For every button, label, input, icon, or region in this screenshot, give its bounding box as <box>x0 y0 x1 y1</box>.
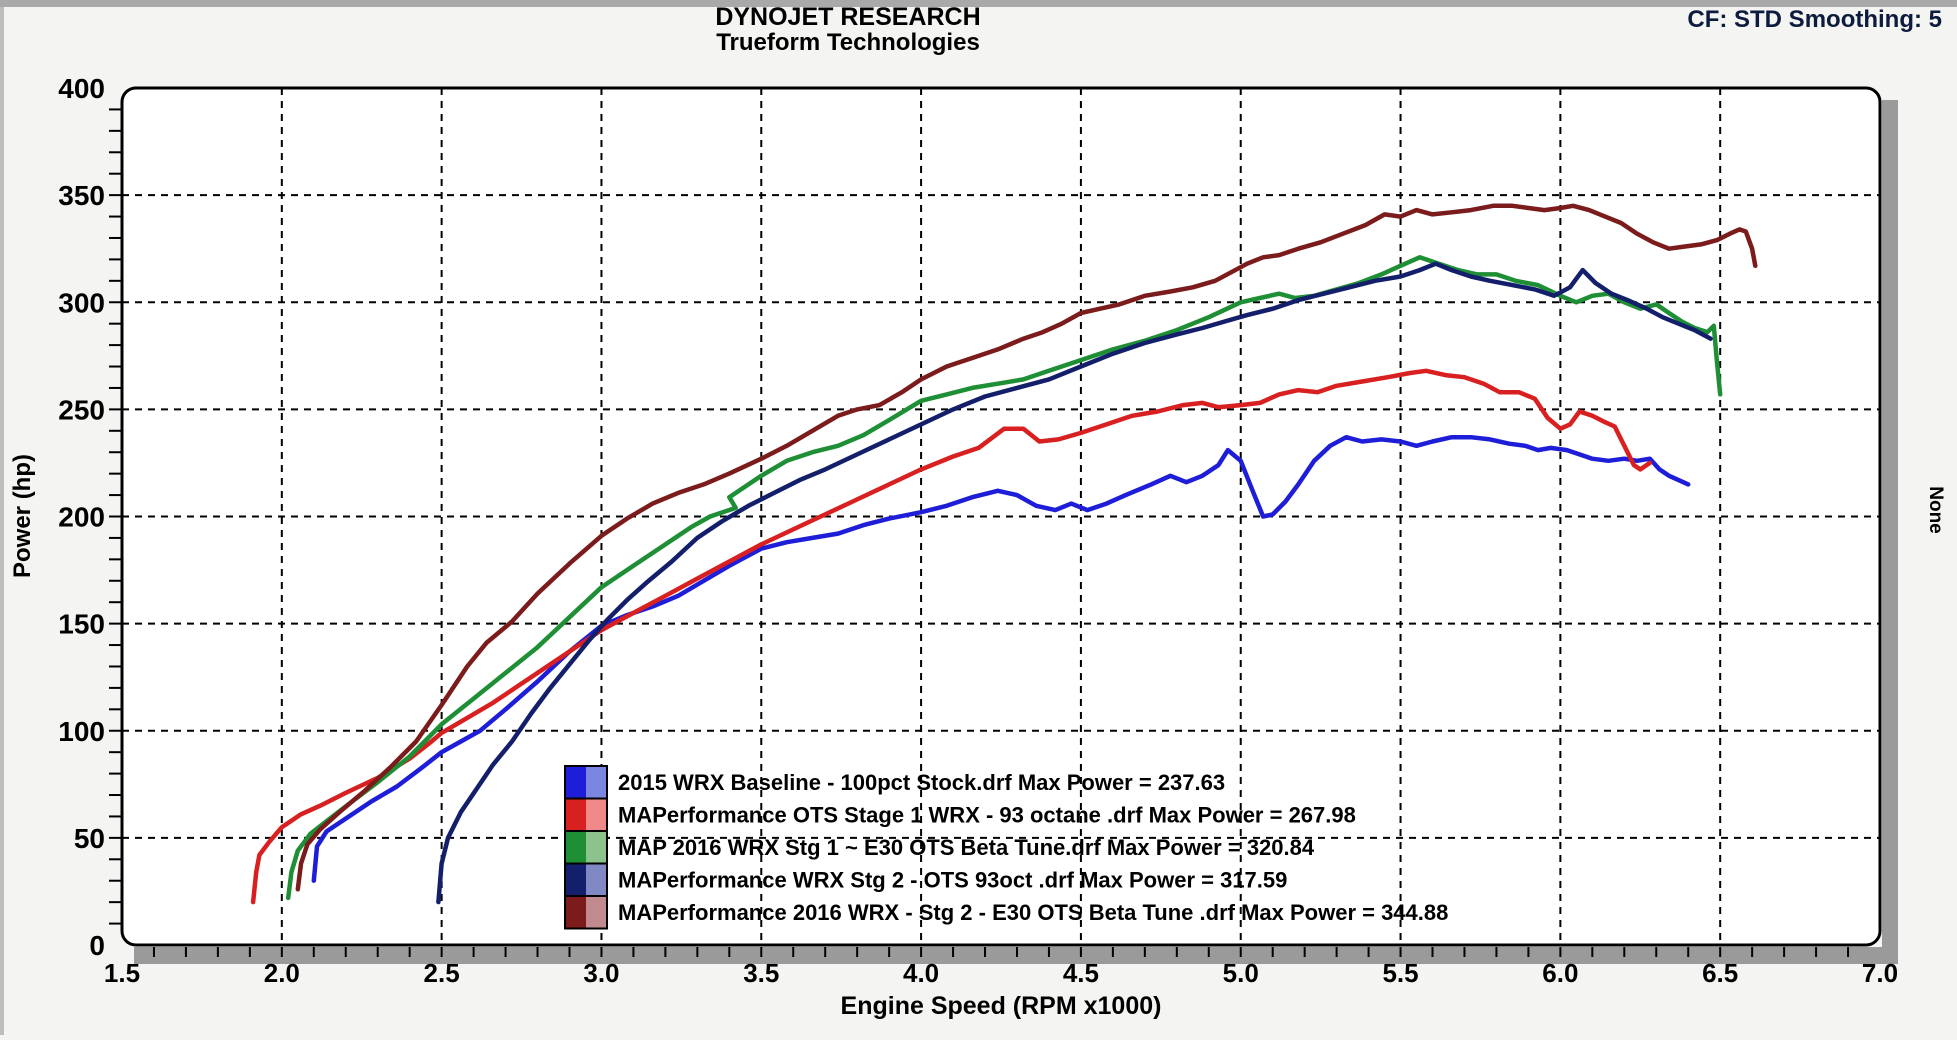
correction-smoothing-settings: CF: STD Smoothing: 5 <box>1687 6 1942 33</box>
legend-swatch-light <box>586 831 607 864</box>
legend-label: MAPerformance OTS Stage 1 WRX - 93 octan… <box>618 803 1356 828</box>
y-tick-label: 400 <box>58 73 105 104</box>
x-tick-label: 4.5 <box>1063 958 1099 988</box>
x-tick-label: 3.5 <box>743 958 779 988</box>
legend-swatch-dark <box>565 863 586 896</box>
plot-shadow <box>134 100 1898 964</box>
x-axis-title: Engine Speed (RPM x1000) <box>841 992 1162 1020</box>
y-tick-label: 250 <box>58 394 105 425</box>
power-curve-5 <box>295 203 1758 892</box>
power-curve-2 <box>250 368 1653 905</box>
legend-label: MAP 2016 WRX Stg 1 ~ E30 OTS Beta Tune.d… <box>618 835 1315 860</box>
y-tick-label: 50 <box>74 823 105 854</box>
y-tick-label: 0 <box>89 930 105 961</box>
legend-label: 2015 WRX Baseline - 100pct Stock.drf Max… <box>618 770 1225 795</box>
power-curve-3 <box>285 255 1723 901</box>
x-tick-label: 5.5 <box>1382 958 1418 988</box>
x-tick-label: 2.5 <box>424 958 460 988</box>
x-tick-label: 6.5 <box>1702 958 1738 988</box>
x-tick-label: 3.0 <box>583 958 619 988</box>
legend-swatch-dark <box>565 896 586 929</box>
chart-title: DYNOJET RESEARCH <box>715 3 980 31</box>
y-tick-label: 350 <box>58 180 105 211</box>
top-window-strip <box>0 0 1957 7</box>
x-axis-tick-labels: 1.5 2.0 2.5 3.0 3.5 4.0 4.5 5.0 5.5 6.0 6.5 7.0 <box>104 958 1898 988</box>
legend-swatch-dark <box>565 798 586 831</box>
legend-swatch-dark <box>565 831 586 864</box>
y-tick-label: 100 <box>58 716 105 747</box>
legend-swatch-light <box>586 798 607 831</box>
legend-label: MAPerformance WRX Stg 2 - OTS 93oct .drf… <box>618 868 1287 893</box>
right-axis-title: None <box>1925 486 1946 534</box>
power-curves <box>250 203 1758 905</box>
x-tick-label: 4.0 <box>903 958 939 988</box>
legend: 2015 WRX Baseline - 100pct Stock.drf Max… <box>564 765 1448 930</box>
legend-swatch-border <box>564 895 608 930</box>
x-tick-label: 6.0 <box>1542 958 1578 988</box>
legend-swatch-light <box>586 863 607 896</box>
x-tick-label: 1.5 <box>104 958 140 988</box>
legend-swatch-light <box>586 766 607 799</box>
x-tick-label: 5.0 <box>1223 958 1259 988</box>
legend-label: MAPerformance 2016 WRX - Stg 2 - E30 OTS… <box>618 900 1448 925</box>
y-tick-label: 300 <box>58 287 105 318</box>
y-axis-title: Power (hp) <box>9 454 36 578</box>
left-window-strip <box>0 7 4 1035</box>
chart-subtitle: Trueform Technologies <box>716 29 980 56</box>
y-tick-label: 200 <box>58 502 105 533</box>
legend-swatch-light <box>586 896 607 929</box>
power-curve-4 <box>436 261 1713 905</box>
y-tick-label: 150 <box>58 609 105 640</box>
x-tick-label: 7.0 <box>1862 958 1898 988</box>
axis-ticks <box>109 108 1850 957</box>
legend-swatch-dark <box>565 766 586 799</box>
y-axis-tick-labels: 0 50 100 150 200 250 300 350 400 <box>58 73 105 961</box>
x-tick-label: 2.0 <box>264 958 300 988</box>
